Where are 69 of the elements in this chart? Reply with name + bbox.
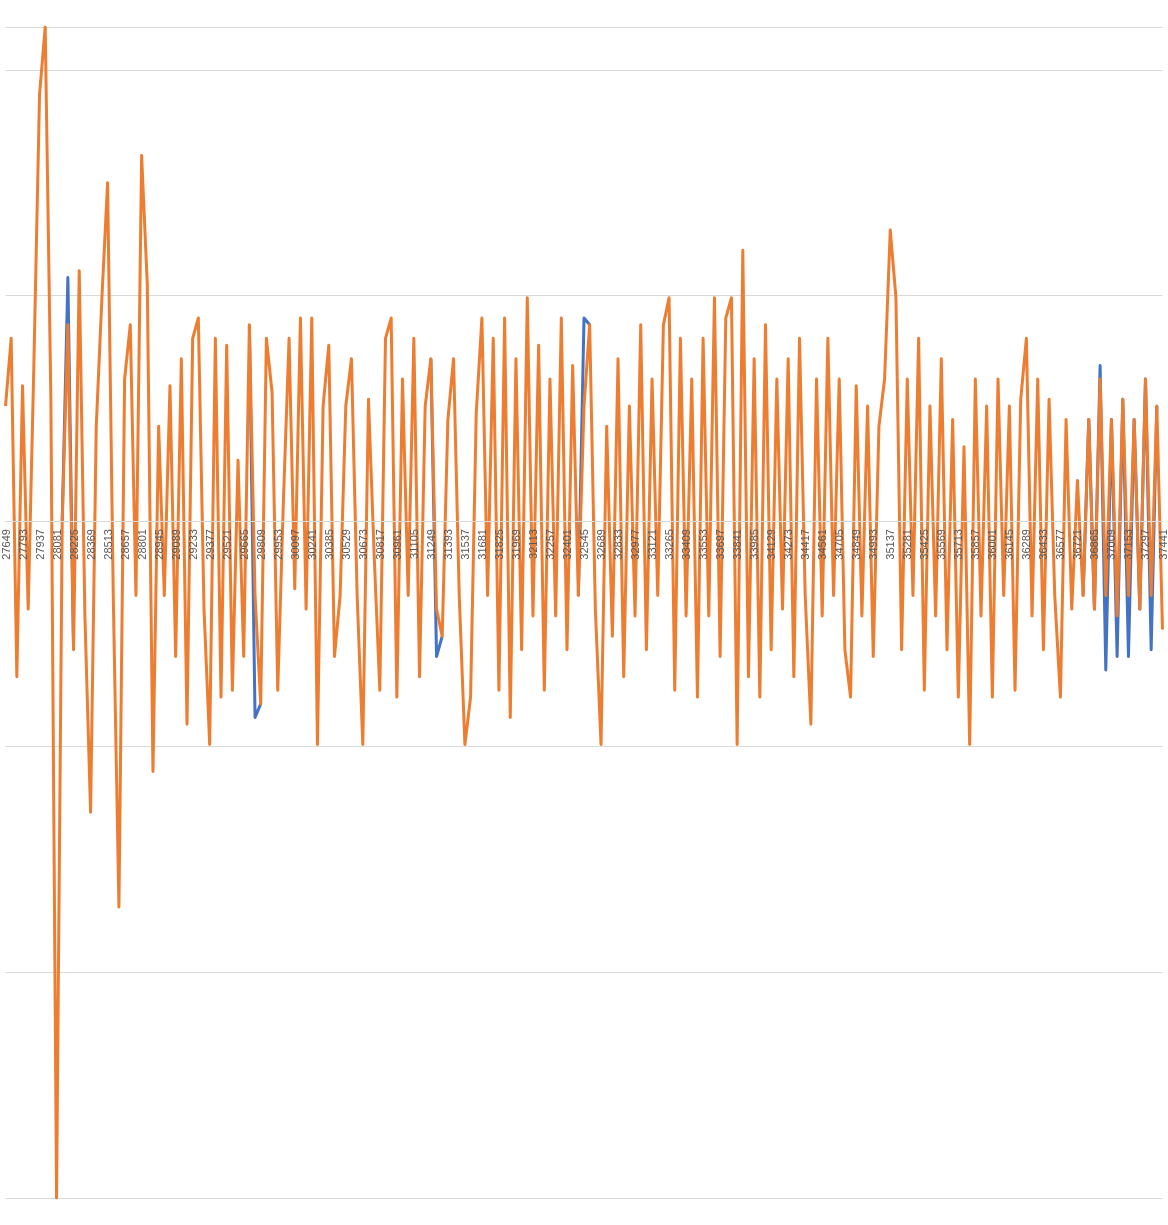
x-tick-label: 32689: [595, 529, 608, 560]
x-tick-label: 34417: [799, 529, 812, 560]
x-tick-label: 29665: [237, 529, 250, 560]
x-tick-label: 31681: [475, 529, 488, 560]
x-tick-label: 31105: [407, 529, 420, 559]
x-tick-label: 35713: [952, 529, 965, 560]
x-tick-label: 29953: [271, 529, 284, 560]
x-tick-label: 36145: [1003, 529, 1016, 560]
x-tick-label: 29809: [254, 529, 267, 560]
x-tick-label: 36001: [986, 529, 999, 560]
x-tick-label: 34561: [816, 529, 829, 560]
x-tick-label: 28945: [152, 529, 165, 560]
x-tick-label: 33841: [731, 529, 744, 560]
x-tick-label: 27649: [0, 529, 12, 560]
x-tick-label: 37441: [1156, 529, 1168, 560]
x-tick-label: 28081: [50, 529, 63, 560]
x-tick-label: 37153: [1122, 529, 1135, 560]
x-tick-label: 30961: [390, 529, 403, 560]
x-tick-label: 32977: [629, 529, 642, 560]
x-tick-label: 28225: [67, 529, 80, 560]
x-tick-label: 31537: [458, 529, 471, 560]
x-tick-label: 27937: [33, 529, 46, 560]
x-tick-label: 28513: [101, 529, 114, 560]
x-tick-label: 35569: [935, 529, 948, 560]
x-tick-label: 34129: [765, 529, 778, 560]
x-tick-label: 37297: [1139, 529, 1152, 560]
x-tick-label: 30817: [373, 529, 386, 560]
x-tick-label: 33265: [663, 529, 676, 560]
x-tick-label: 37009: [1105, 529, 1118, 560]
x-tick-label: 31825: [492, 529, 505, 560]
x-tick-label: 33697: [714, 529, 727, 560]
x-tick-label: 33553: [697, 529, 710, 560]
x-tick-label: 29377: [203, 529, 216, 560]
x-tick-label: 35281: [901, 529, 914, 560]
x-tick-label: 33409: [680, 529, 693, 560]
x-tick-label: 36433: [1037, 529, 1050, 560]
x-tick-label: 30529: [339, 529, 352, 560]
x-tick-label: 35137: [884, 529, 897, 560]
x-tick-label: 32257: [543, 529, 556, 560]
x-tick-label: 31249: [424, 529, 437, 560]
x-tick-label: 28801: [135, 529, 148, 560]
x-tick-label: 32401: [560, 529, 573, 560]
x-tick-label: 34849: [850, 529, 863, 560]
x-tick-label: 29233: [186, 529, 199, 560]
x-tick-label: 29089: [169, 529, 182, 560]
x-tick-label: 35857: [969, 529, 982, 560]
x-tick-label: 30385: [322, 529, 335, 560]
x-tick-label: 31393: [441, 529, 454, 560]
x-tick-label: 27793: [16, 529, 29, 560]
x-tick-label: 36721: [1071, 529, 1084, 560]
x-tick-label: 32113: [526, 529, 539, 559]
x-tick-label: 35425: [918, 529, 931, 560]
x-tick-label: 29521: [220, 529, 233, 560]
x-tick-label: 34705: [833, 529, 846, 560]
x-tick-label: 33985: [748, 529, 761, 560]
x-tick-label: 36865: [1088, 529, 1101, 560]
x-tick-label: 31969: [509, 529, 522, 560]
x-tick-label: 30673: [356, 529, 369, 560]
x-tick-label: 33121: [646, 529, 659, 560]
x-tick-label: 34273: [782, 529, 795, 560]
x-tick-label: 36577: [1054, 529, 1067, 560]
x-tick-label: 30097: [288, 529, 301, 560]
x-tick-label: 36289: [1020, 529, 1033, 560]
x-tick-label: 28657: [118, 529, 131, 560]
x-tick-label: 32545: [578, 529, 590, 560]
x-tick-label: 30241: [305, 529, 318, 560]
x-tick-label: 34993: [867, 529, 880, 560]
x-tick-label: 28369: [84, 529, 97, 560]
x-tick-label: 32833: [612, 529, 625, 560]
